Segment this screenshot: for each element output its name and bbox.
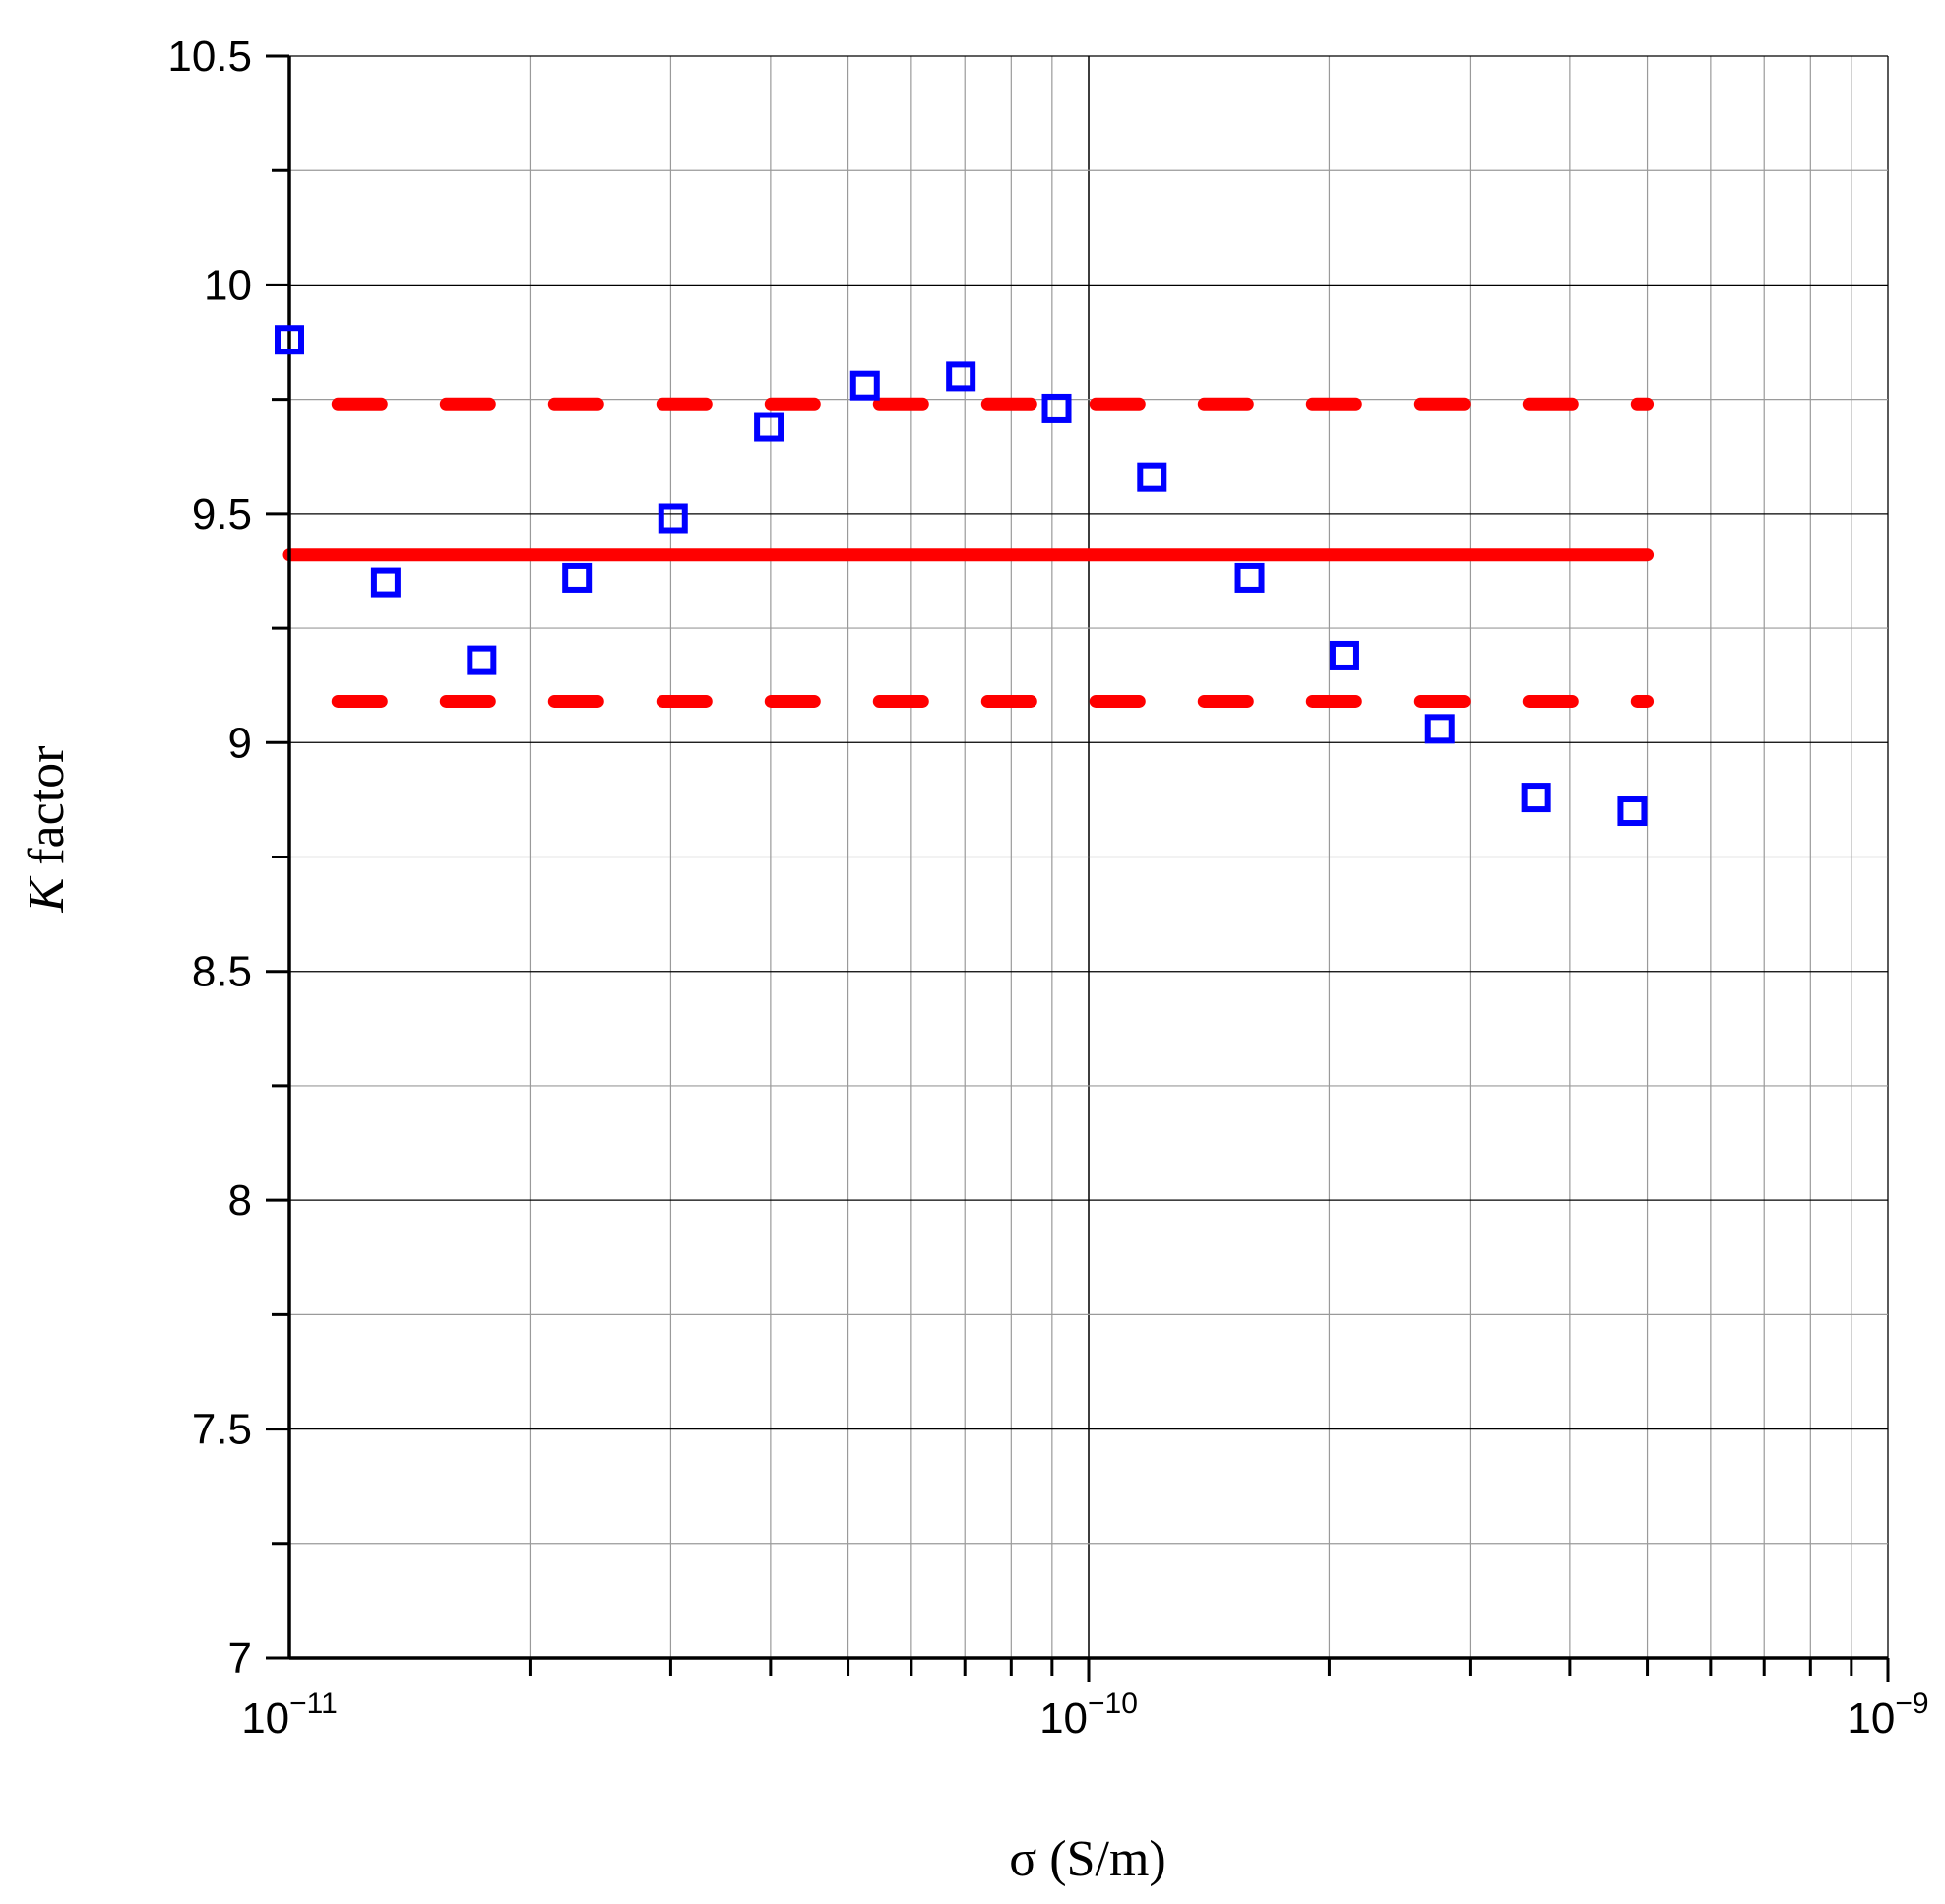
data-point — [1329, 640, 1359, 670]
y-axis-title-italic: K — [19, 875, 75, 913]
reference-lines — [282, 397, 1655, 708]
y-tick-label: 9.5 — [192, 490, 252, 539]
x-tick-exponent: −9 — [1895, 1687, 1928, 1720]
data-point — [1521, 783, 1551, 813]
ticks — [266, 54, 1890, 1682]
y-axis-title: K factor — [19, 746, 75, 914]
data-point — [658, 503, 688, 534]
data-points — [275, 325, 1648, 827]
x-tick-base: 10 — [1847, 1694, 1895, 1743]
y-tick-label: 10 — [204, 261, 252, 309]
data-point — [467, 645, 497, 675]
data-point — [1234, 562, 1265, 593]
data-point — [562, 562, 593, 593]
y-tick-label: 9 — [228, 719, 252, 767]
y-tick-label: 7 — [228, 1634, 252, 1682]
x-axis-title: σ (S/m) — [1009, 1831, 1165, 1887]
data-point — [849, 370, 880, 401]
x-tick-label: 10−11 — [241, 1687, 338, 1743]
data-point — [1617, 796, 1648, 827]
x-tick-exponent: −10 — [1088, 1687, 1138, 1720]
y-tick-label: 7.5 — [192, 1406, 252, 1454]
y-tick-label: 10.5 — [167, 32, 252, 81]
data-point — [946, 361, 976, 392]
x-tick-base: 10 — [241, 1694, 289, 1743]
data-point — [370, 567, 401, 598]
data-point — [275, 325, 304, 355]
y-axis-title-rest: factor — [19, 746, 75, 878]
x-tick-label: 10−9 — [1847, 1687, 1928, 1743]
y-tick-label: 8 — [228, 1176, 252, 1225]
data-point — [1041, 393, 1072, 423]
y-tick-label: 8.5 — [192, 948, 252, 996]
x-tick-exponent: −11 — [289, 1687, 338, 1720]
data-point — [1137, 462, 1167, 492]
data-point — [754, 412, 784, 442]
data-point — [1424, 714, 1455, 744]
x-tick-base: 10 — [1039, 1694, 1088, 1743]
grid — [288, 55, 1889, 1658]
x-tick-label: 10−10 — [1039, 1687, 1138, 1743]
